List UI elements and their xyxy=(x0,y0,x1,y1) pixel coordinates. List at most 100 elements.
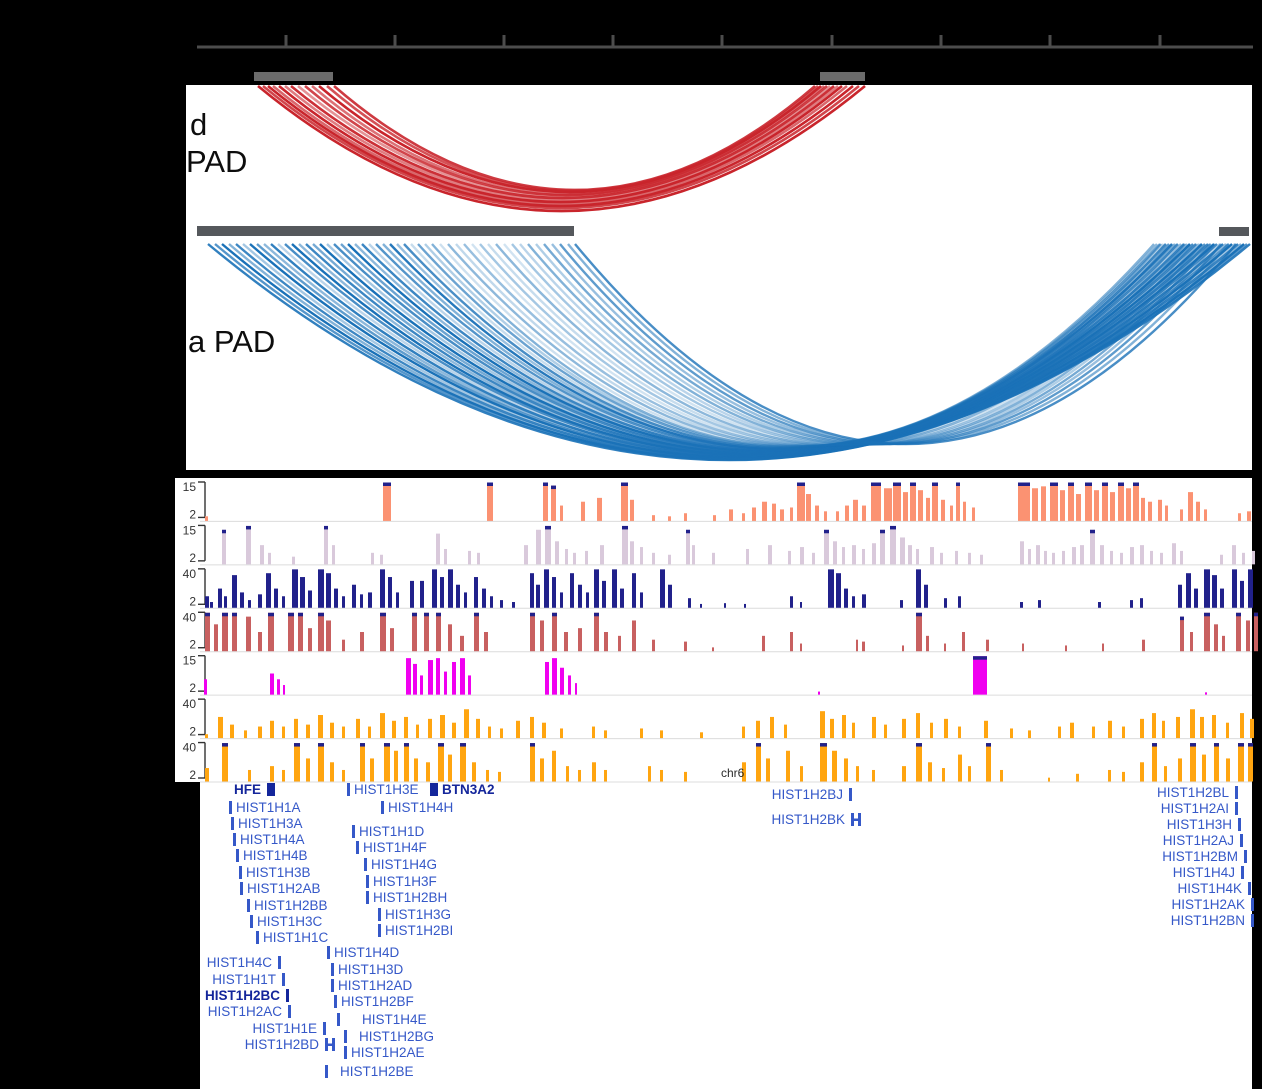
gene-label: HIST1H2BJ xyxy=(771,787,843,802)
gene-label: HIST1H4B xyxy=(243,848,308,863)
gene-label: HIST1H1T xyxy=(212,972,276,987)
gene-body-tick xyxy=(1248,882,1251,895)
gene-label: HIST1H2AK xyxy=(1171,897,1245,912)
gene-body-tick xyxy=(1251,914,1254,927)
pad-label-top-line2: PAD xyxy=(186,144,248,179)
gene-label: HIST1H2AD xyxy=(338,978,413,993)
pad-domain-bar-top xyxy=(254,72,333,81)
gene-label: HIST1H4F xyxy=(363,840,427,855)
gene-label: HIST1H2BL xyxy=(1156,785,1229,800)
gene-label: HIST1H4H xyxy=(388,800,454,815)
gene-label: HFE xyxy=(234,782,261,797)
gene-body-tick xyxy=(250,915,253,928)
gene-body-tick xyxy=(267,783,275,796)
gene-label: HIST1H1E xyxy=(252,1021,317,1036)
gene-body-tick xyxy=(288,1005,291,1018)
gene-label: HIST1H2BC xyxy=(204,988,280,1003)
pad-domain-bar-top xyxy=(820,72,865,81)
gene-label: HIST1H2BH xyxy=(373,890,448,905)
gene-label: HIST1H4C xyxy=(206,955,272,970)
gene-label: BTN3A2 xyxy=(442,782,495,797)
gene-label: HIST1H2BB xyxy=(254,898,328,913)
gene-label: HIST1H4D xyxy=(334,945,400,960)
pad-label-bottom: a PAD xyxy=(188,324,276,359)
gene-label: HIST1H2BI xyxy=(385,923,454,938)
gene-body-tick xyxy=(323,1022,326,1035)
gene-label: HIST1H2BD xyxy=(244,1037,319,1052)
chromosome-label: chr6 xyxy=(721,766,745,780)
gene-body-tick xyxy=(327,946,330,959)
gene-body-tick xyxy=(233,833,236,846)
gene-label: HIST1H1A xyxy=(236,800,301,815)
gene-body-tick xyxy=(286,989,289,1002)
gene-body-tick xyxy=(240,882,243,895)
gene-label: HIST1H3A xyxy=(238,816,303,831)
gene-label: HIST1H3E xyxy=(354,782,419,797)
gene-body-tick xyxy=(366,891,369,904)
gene-body-tick xyxy=(1235,786,1238,799)
gene-panel xyxy=(200,782,1252,1089)
gene-body-tick xyxy=(1251,898,1254,911)
gene-body-tick xyxy=(1235,802,1238,815)
gene-body-tick xyxy=(364,858,367,871)
track-panel xyxy=(175,478,1252,782)
gene-label: HIST1H2AC xyxy=(207,1004,282,1019)
gene-body-tick xyxy=(378,908,381,921)
gene-body-tick xyxy=(849,788,852,801)
gene-label: HIST1H2BG xyxy=(359,1029,435,1044)
gene-label: HIST1H4K xyxy=(1177,881,1242,896)
gene-body-tick xyxy=(231,817,234,830)
gene-label: HIST1H1D xyxy=(359,824,425,839)
gene-body-tick xyxy=(334,995,337,1008)
gene-body-tick xyxy=(381,801,384,814)
gene-body-tick xyxy=(337,1013,340,1026)
gene-body-tick xyxy=(236,849,239,862)
gene-label: HIST1H3G xyxy=(385,907,452,922)
arc-panel xyxy=(186,85,1252,470)
gene-body-tick xyxy=(247,899,250,912)
gene-body-tick xyxy=(344,1046,347,1059)
gene-body-tick xyxy=(352,825,355,838)
gene-label: HIST1H4A xyxy=(240,832,305,847)
gene-label: HIST1H4G xyxy=(371,857,438,872)
gene-label: HIST1H2AE xyxy=(351,1045,425,1060)
gene-label: HIST1H2BM xyxy=(1162,849,1238,864)
gene-body-tick xyxy=(325,1065,328,1078)
gene-body-tick xyxy=(378,924,381,937)
gene-body-tick xyxy=(1238,818,1241,831)
gene-body-tick xyxy=(256,931,259,944)
gene-label: HIST1H2BF xyxy=(341,994,414,1009)
gene-label: HIST1H2BE xyxy=(340,1064,414,1079)
gene-label: HIST1H1C xyxy=(263,930,329,945)
gene-body-tick xyxy=(331,979,334,992)
pad-label-top-line1: d xyxy=(190,107,208,142)
gene-label: HIST1H2AI xyxy=(1160,801,1229,816)
gene-label: HIST1H3D xyxy=(338,962,404,977)
gene-body-tick xyxy=(347,783,350,796)
gene-label: HIST1H4J xyxy=(1172,865,1235,880)
gene-body-tick xyxy=(344,1030,347,1043)
gene-body-tick xyxy=(229,801,232,814)
gene-body-tick xyxy=(356,841,359,854)
gene-label: HIST1H3F xyxy=(373,874,437,889)
signal-bar-cap xyxy=(1254,612,1258,617)
gene-body-tick xyxy=(278,956,281,969)
gene-label: HIST1H3H xyxy=(1166,817,1232,832)
gene-body-tick xyxy=(282,973,285,986)
gene-label: HIST1H3C xyxy=(257,914,323,929)
gene-body-tick xyxy=(851,813,861,826)
gene-body-tick xyxy=(430,783,438,796)
signal-bar xyxy=(1254,612,1258,652)
gene-label: HIST1H2BN xyxy=(1170,913,1245,928)
gene-label: HIST1H2AJ xyxy=(1162,833,1234,848)
gene-body-tick xyxy=(1244,850,1247,863)
gene-body-tick xyxy=(1241,866,1244,879)
gene-body-tick xyxy=(1240,834,1243,847)
gene-label: HIST1H3B xyxy=(246,865,311,880)
gene-label: HIST1H4E xyxy=(362,1012,427,1027)
gene-body-tick xyxy=(325,1038,335,1051)
gene-label: HIST1H2BK xyxy=(771,812,845,827)
gene-label: HIST1H2AB xyxy=(247,881,321,896)
gene-body-tick xyxy=(366,875,369,888)
